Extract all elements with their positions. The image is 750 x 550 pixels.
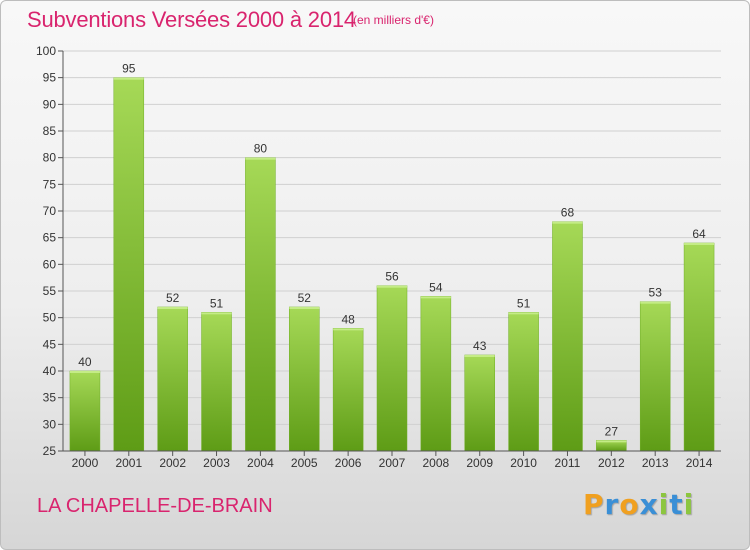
data-label: 54 xyxy=(429,280,443,294)
bar-highlight xyxy=(684,243,715,245)
data-label: 68 xyxy=(561,206,575,220)
x-tick-label: 2004 xyxy=(247,456,274,470)
y-tick-label: 80 xyxy=(43,151,57,165)
bar-highlight xyxy=(508,312,539,315)
bar-highlight xyxy=(289,307,320,309)
x-tick-label: 2012 xyxy=(598,456,625,470)
data-label: 52 xyxy=(166,291,180,305)
x-tick-label: 2010 xyxy=(510,456,537,470)
data-label: 56 xyxy=(385,270,399,284)
y-tick-label: 40 xyxy=(43,364,57,378)
y-tick-label: 55 xyxy=(43,284,57,298)
logo-letter: i xyxy=(683,488,695,521)
bar-highlight xyxy=(420,296,451,299)
bar-2006 xyxy=(332,328,364,452)
bar-2005 xyxy=(289,306,320,452)
bar-2014 xyxy=(683,242,715,452)
bar-2010 xyxy=(508,312,539,452)
x-tick-label: 2011 xyxy=(555,456,581,470)
y-tick-label: 50 xyxy=(43,311,57,325)
data-label: 64 xyxy=(692,227,706,241)
x-tick-label: 2013 xyxy=(642,456,669,470)
bar-highlight xyxy=(333,328,364,331)
bar-2002 xyxy=(157,306,188,452)
x-tick-label: 2001 xyxy=(115,456,142,470)
data-label: 48 xyxy=(341,312,355,326)
bar-2011 xyxy=(552,221,583,452)
bar-2009 xyxy=(464,354,495,452)
y-tick-label: 90 xyxy=(43,97,57,111)
y-tick-label: 65 xyxy=(43,231,57,245)
y-tick-label: 30 xyxy=(43,417,57,431)
data-label: 51 xyxy=(517,296,531,310)
bar-2013 xyxy=(639,301,671,452)
x-tick-label: 2009 xyxy=(466,456,493,470)
y-tick-label: 60 xyxy=(43,257,57,271)
x-tick-label: 2005 xyxy=(291,456,318,470)
bar-highlight xyxy=(69,371,100,373)
y-tick-label: 85 xyxy=(43,124,57,138)
bar-highlight xyxy=(552,221,583,224)
logo-letter: t xyxy=(669,488,684,521)
y-tick-label: 75 xyxy=(43,177,57,191)
y-tick-label: 100 xyxy=(36,44,56,58)
bar-2003 xyxy=(201,312,232,452)
logo-letter: r xyxy=(604,488,620,521)
bars: 40 95 52 51 80 52 48 56 54 43 51 68 27 53 64 xyxy=(69,62,715,452)
data-label: 27 xyxy=(605,424,619,438)
bar-2000 xyxy=(69,370,101,452)
y-tick-label: 35 xyxy=(43,391,57,405)
bar-highlight xyxy=(157,307,188,309)
bar-highlight xyxy=(596,440,627,443)
y-tick-label: 95 xyxy=(43,71,57,85)
x-tick-label: 2014 xyxy=(686,456,713,470)
axes: 25 30 35 40 45 50 55 60 65 70 75 80 85 90 95 100 2000 200… xyxy=(36,44,721,470)
chart-title: Subventions Versées 2000 à 2014 xyxy=(27,7,356,32)
bar-highlight xyxy=(113,77,144,80)
logo-letter: P xyxy=(583,488,605,521)
data-label: 52 xyxy=(298,291,312,305)
bar-highlight xyxy=(464,355,495,357)
x-tick-label: 2000 xyxy=(72,456,99,470)
data-label: 95 xyxy=(122,62,136,76)
data-label: 43 xyxy=(473,339,487,353)
y-tick-label: 70 xyxy=(43,204,57,218)
x-tick-label: 2007 xyxy=(379,456,406,470)
bar-highlight xyxy=(245,157,276,160)
bar-2007 xyxy=(376,285,408,452)
data-label: 80 xyxy=(254,142,268,156)
bar-2008 xyxy=(420,296,452,452)
bar-highlight xyxy=(201,312,232,315)
data-label: 51 xyxy=(210,296,224,310)
x-tick-label: 2006 xyxy=(335,456,362,470)
bar-highlight xyxy=(377,285,407,288)
x-tick-label: 2003 xyxy=(203,456,230,470)
logo-letter: o xyxy=(619,488,640,521)
proxiti-logo[interactable]: Proxiti xyxy=(583,488,694,521)
y-tick-label: 25 xyxy=(43,444,57,458)
x-tick-label: 2002 xyxy=(159,456,186,470)
y-tick-label: 45 xyxy=(43,337,57,351)
data-label: 53 xyxy=(649,286,663,300)
bar-2004 xyxy=(245,157,276,452)
data-label: 40 xyxy=(78,355,92,369)
logo-letter: x xyxy=(639,488,659,521)
commune-name: LA CHAPELLE-DE-BRAIN xyxy=(37,495,273,517)
bar-highlight xyxy=(640,301,671,304)
bar-2001 xyxy=(113,77,145,452)
chart-subtitle: (en milliers d'€) xyxy=(353,13,434,27)
logo-letter: i xyxy=(658,488,670,521)
x-tick-label: 2008 xyxy=(423,456,450,470)
